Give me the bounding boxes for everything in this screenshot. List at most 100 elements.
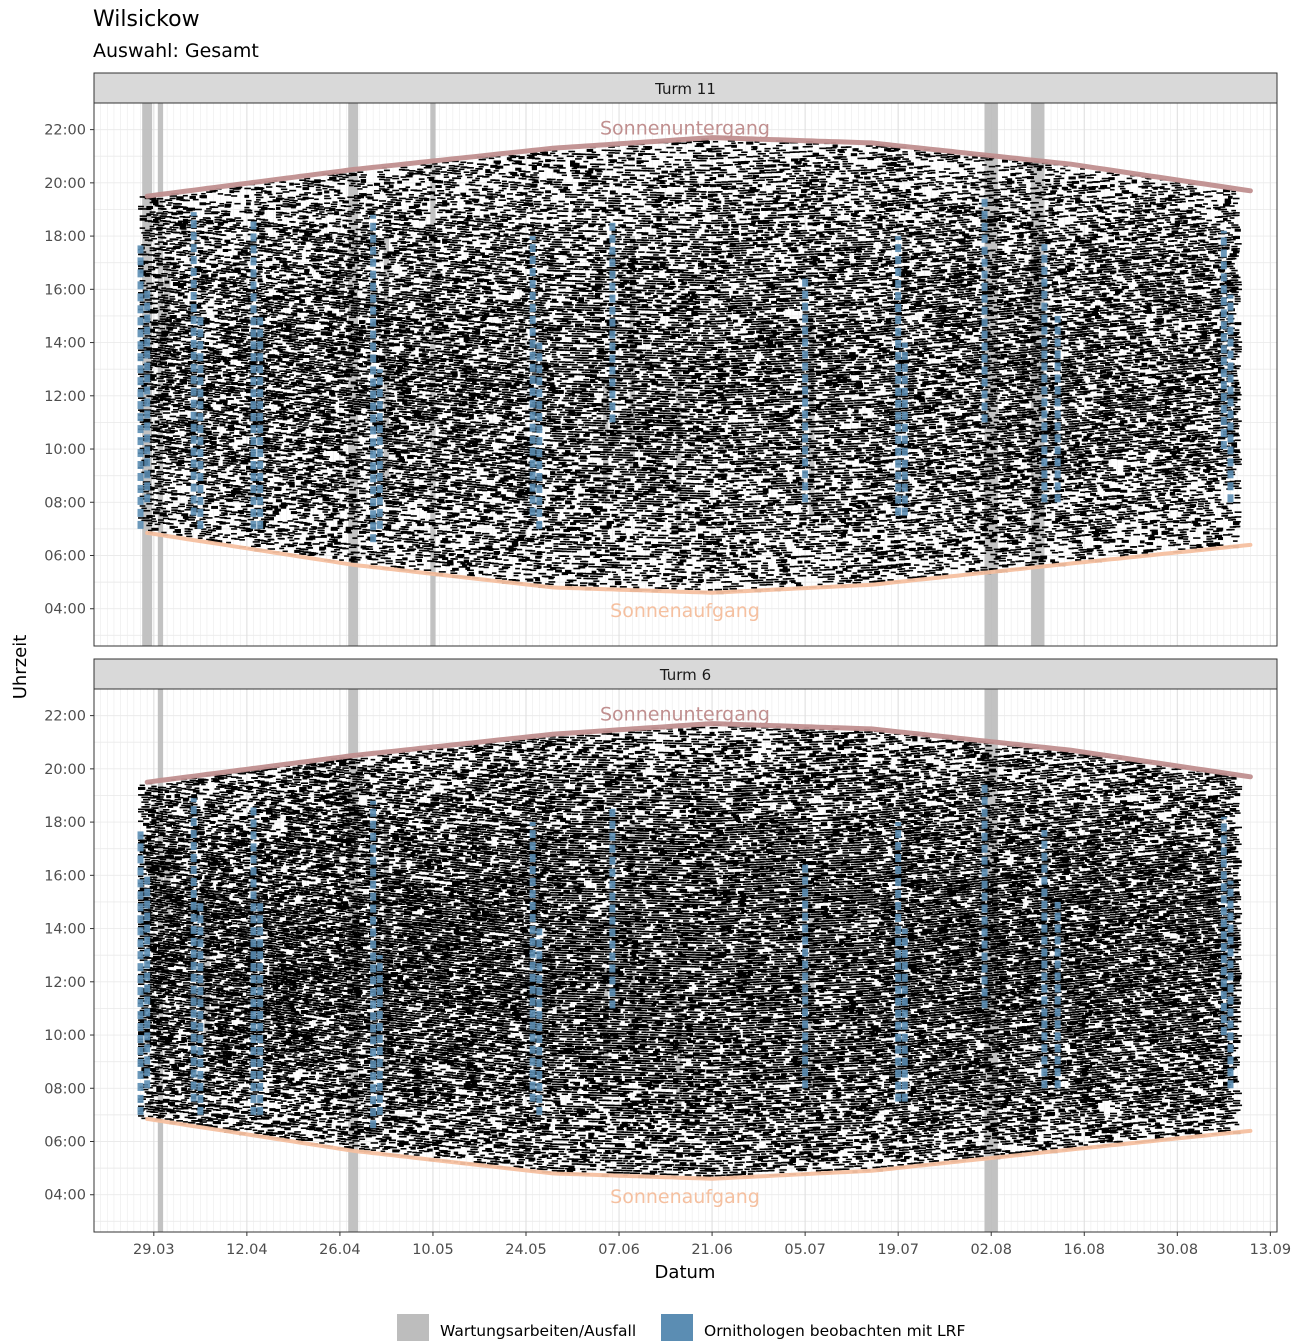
detection-mark xyxy=(190,253,196,255)
detection-mark xyxy=(204,524,210,526)
detection-mark xyxy=(153,202,159,205)
detection-mark xyxy=(183,358,190,360)
detection-mark xyxy=(153,298,159,300)
detection-mark xyxy=(191,194,197,196)
detection-mark xyxy=(209,355,214,357)
detection-mark xyxy=(203,402,209,404)
detection-mark xyxy=(175,476,181,478)
detection-mark xyxy=(216,217,222,219)
detection-mark xyxy=(160,493,165,495)
detection-mark xyxy=(223,536,228,538)
detection-mark xyxy=(180,336,186,338)
detection-mark xyxy=(150,269,155,271)
detection-mark xyxy=(166,252,172,254)
detection-mark xyxy=(211,250,217,252)
detection-mark xyxy=(155,243,160,245)
detection-mark xyxy=(213,291,218,293)
detection-mark xyxy=(165,309,171,311)
detection-mark xyxy=(170,519,177,521)
detection-mark xyxy=(209,259,216,261)
detection-mark xyxy=(236,323,243,325)
detection-mark xyxy=(165,350,171,353)
detection-mark xyxy=(166,204,171,206)
detection-mark xyxy=(216,241,221,243)
detection-mark xyxy=(228,312,233,314)
detection-mark xyxy=(175,378,180,380)
detection-mark xyxy=(168,514,173,516)
detection-mark xyxy=(238,302,245,304)
detection-mark xyxy=(239,379,246,381)
detection-mark xyxy=(243,319,250,322)
detection-mark xyxy=(175,246,182,248)
detection-mark xyxy=(185,265,192,267)
detection-mark xyxy=(248,483,253,485)
detection-mark xyxy=(223,496,229,498)
detection-mark xyxy=(198,446,205,448)
detection-mark xyxy=(214,470,221,472)
detection-mark xyxy=(178,292,185,295)
detection-mark xyxy=(209,489,214,491)
detection-mark xyxy=(238,239,244,241)
detection-mark xyxy=(216,349,222,351)
detection-mark xyxy=(244,248,249,250)
detection-mark xyxy=(158,217,165,219)
detection-mark xyxy=(241,520,247,522)
detection-mark xyxy=(243,329,249,332)
detection-mark xyxy=(253,469,258,472)
detection-mark xyxy=(143,323,149,325)
detection-mark xyxy=(206,282,212,284)
detection-mark xyxy=(160,457,166,459)
detection-mark xyxy=(155,401,160,403)
detection-mark xyxy=(166,370,171,372)
detection-mark xyxy=(203,454,210,456)
detection-mark xyxy=(198,363,204,365)
detection-mark xyxy=(153,267,159,269)
detection-mark xyxy=(206,472,211,474)
detection-mark xyxy=(161,307,167,309)
detection-mark xyxy=(170,298,176,300)
detection-mark xyxy=(233,330,240,332)
detection-mark xyxy=(208,228,213,230)
detection-mark xyxy=(203,459,208,461)
detection-mark xyxy=(195,242,201,244)
detection-mark xyxy=(233,255,240,258)
detection-mark xyxy=(176,352,181,355)
detection-mark xyxy=(183,480,188,482)
detection-mark xyxy=(256,276,262,278)
detection-mark xyxy=(221,472,226,474)
detection-mark xyxy=(178,211,183,214)
detection-mark xyxy=(223,244,228,246)
detection-mark xyxy=(206,395,213,397)
detection-mark xyxy=(241,360,248,362)
detection-mark xyxy=(223,283,230,285)
detection-mark xyxy=(234,392,240,394)
detection-mark xyxy=(233,406,238,408)
detection-mark xyxy=(208,402,213,404)
detection-mark xyxy=(224,256,230,258)
detection-mark xyxy=(231,456,236,459)
detection-mark xyxy=(213,422,219,424)
detection-mark xyxy=(191,350,197,352)
detection-mark xyxy=(168,437,173,440)
detection-mark xyxy=(229,514,236,516)
detection-mark xyxy=(224,522,230,524)
detection-mark xyxy=(236,237,241,239)
detection-mark xyxy=(206,270,211,272)
detection-mark xyxy=(180,319,185,321)
detection-mark xyxy=(241,273,247,276)
detection-mark xyxy=(234,313,239,315)
detection-mark xyxy=(234,526,239,528)
detection-mark xyxy=(253,541,260,543)
detection-mark xyxy=(158,225,164,227)
detection-mark xyxy=(155,327,160,329)
detection-mark xyxy=(175,424,180,426)
detection-mark xyxy=(234,306,241,308)
detection-mark xyxy=(239,345,246,347)
detection-mark xyxy=(239,496,244,498)
detection-mark xyxy=(243,326,250,328)
detection-mark xyxy=(256,290,262,292)
detection-mark xyxy=(193,326,198,328)
detection-mark xyxy=(218,205,224,207)
detection-mark xyxy=(185,401,190,403)
detection-mark xyxy=(170,382,175,384)
